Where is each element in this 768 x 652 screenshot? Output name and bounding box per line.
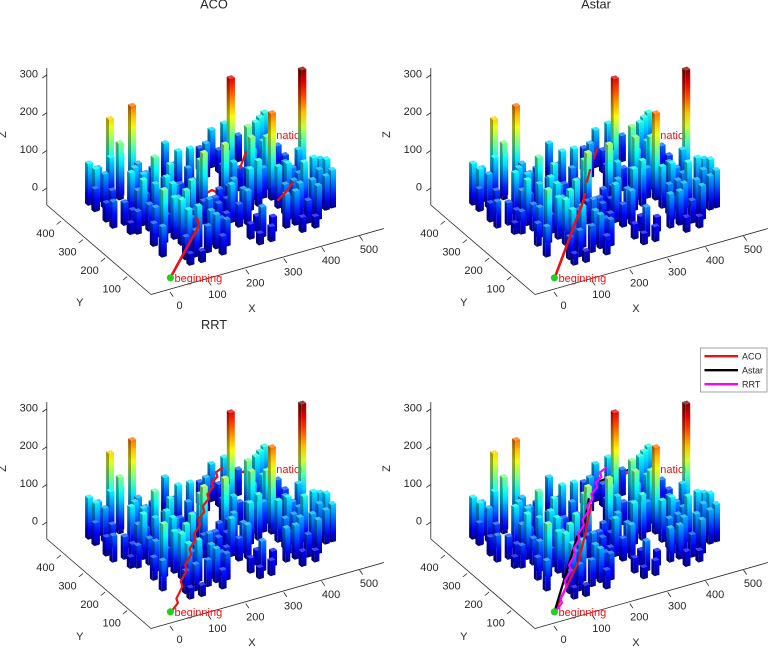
- svg-text:Y: Y: [460, 631, 468, 643]
- svg-text:200: 200: [464, 599, 482, 611]
- svg-text:300: 300: [404, 403, 422, 415]
- svg-text:400: 400: [706, 589, 724, 601]
- svg-text:400: 400: [420, 228, 438, 240]
- svg-text:200: 200: [404, 440, 422, 452]
- svg-text:0: 0: [416, 182, 422, 194]
- svg-text:300: 300: [442, 247, 460, 259]
- svg-text:300: 300: [668, 266, 686, 278]
- svg-text:beginning: beginning: [175, 607, 223, 619]
- svg-text:Z: Z: [0, 131, 9, 138]
- svg-text:100: 100: [487, 618, 505, 630]
- svg-text:300: 300: [58, 581, 76, 593]
- svg-text:300: 300: [20, 69, 38, 81]
- svg-text:200: 200: [630, 612, 648, 624]
- svg-text:X: X: [632, 637, 640, 647]
- svg-text:ACO: ACO: [742, 352, 762, 362]
- svg-text:100: 100: [103, 618, 121, 630]
- svg-text:beginning: beginning: [559, 607, 607, 619]
- svg-text:0: 0: [560, 634, 566, 646]
- svg-text:0: 0: [560, 300, 566, 312]
- svg-text:beginning: beginning: [175, 273, 223, 285]
- svg-text:300: 300: [442, 581, 460, 593]
- svg-text:100: 100: [487, 284, 505, 296]
- svg-text:Y: Y: [76, 297, 84, 309]
- svg-text:100: 100: [404, 144, 422, 156]
- svg-text:300: 300: [284, 600, 302, 612]
- svg-text:200: 200: [246, 612, 264, 624]
- svg-text:400: 400: [420, 562, 438, 574]
- svg-text:300: 300: [404, 69, 422, 81]
- svg-text:0: 0: [32, 516, 38, 528]
- svg-text:100: 100: [208, 623, 226, 635]
- svg-text:100: 100: [20, 144, 38, 156]
- svg-text:500: 500: [360, 244, 378, 256]
- svg-text:Z: Z: [381, 465, 393, 472]
- svg-text:Y: Y: [76, 631, 84, 643]
- svg-text:Astar: Astar: [742, 366, 763, 376]
- svg-text:400: 400: [36, 228, 54, 240]
- svg-text:0: 0: [416, 516, 422, 528]
- svg-text:200: 200: [80, 265, 98, 277]
- svg-text:Y: Y: [460, 297, 468, 309]
- svg-text:100: 100: [592, 289, 610, 301]
- svg-text:Z: Z: [0, 465, 9, 472]
- svg-text:200: 200: [80, 599, 98, 611]
- svg-text:ACO: ACO: [200, 0, 228, 11]
- svg-text:100: 100: [208, 289, 226, 301]
- svg-text:100: 100: [20, 478, 38, 490]
- svg-text:300: 300: [668, 600, 686, 612]
- svg-text:Z: Z: [381, 131, 393, 138]
- svg-text:500: 500: [744, 578, 762, 590]
- svg-text:X: X: [248, 637, 256, 647]
- svg-text:500: 500: [744, 244, 762, 256]
- svg-text:200: 200: [464, 265, 482, 277]
- svg-text:300: 300: [58, 247, 76, 259]
- svg-text:0: 0: [176, 300, 182, 312]
- svg-text:beginning: beginning: [559, 273, 607, 285]
- svg-text:200: 200: [20, 440, 38, 452]
- svg-text:200: 200: [630, 278, 648, 290]
- svg-text:RRT: RRT: [742, 380, 761, 390]
- svg-text:400: 400: [322, 255, 340, 267]
- svg-text:100: 100: [404, 478, 422, 490]
- svg-text:300: 300: [284, 266, 302, 278]
- svg-text:0: 0: [176, 634, 182, 646]
- svg-text:Astar: Astar: [581, 0, 612, 11]
- svg-text:300: 300: [20, 403, 38, 415]
- svg-text:400: 400: [322, 589, 340, 601]
- svg-text:400: 400: [706, 255, 724, 267]
- svg-text:100: 100: [103, 284, 121, 296]
- svg-text:RRT: RRT: [201, 317, 227, 332]
- svg-text:100: 100: [592, 623, 610, 635]
- svg-text:X: X: [632, 303, 640, 315]
- svg-text:400: 400: [36, 562, 54, 574]
- svg-text:500: 500: [360, 578, 378, 590]
- svg-text:200: 200: [246, 278, 264, 290]
- svg-text:200: 200: [404, 106, 422, 118]
- svg-text:0: 0: [32, 182, 38, 194]
- svg-text:200: 200: [20, 106, 38, 118]
- svg-text:X: X: [248, 303, 256, 315]
